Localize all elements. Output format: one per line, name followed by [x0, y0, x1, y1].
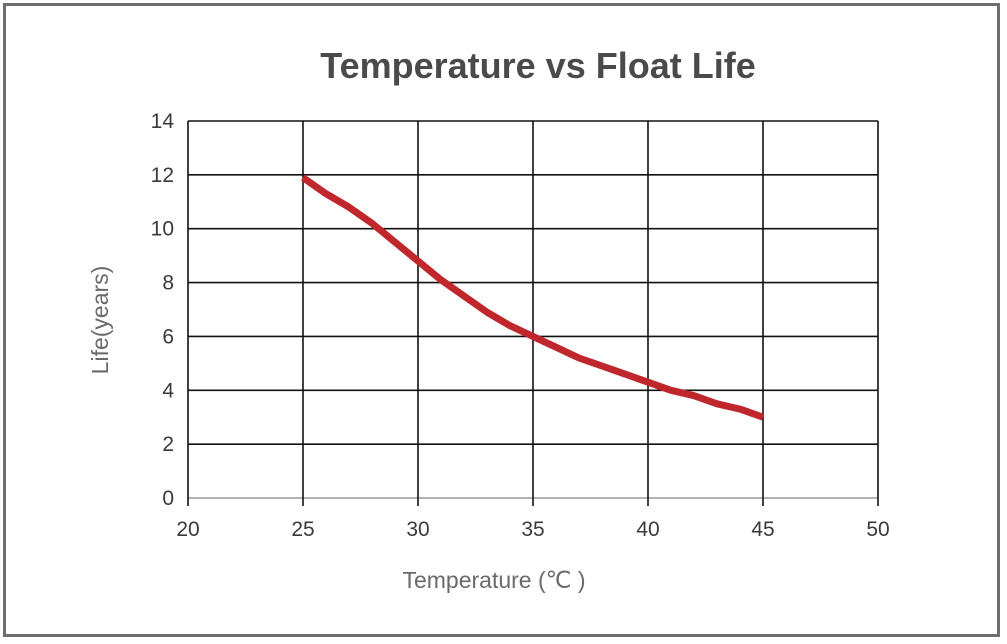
x-axis-label: Temperature (℃ ) — [402, 567, 585, 593]
y-tick-label: 0 — [162, 487, 174, 510]
y-tick-label: 6 — [162, 325, 174, 348]
x-tick-label: 30 — [406, 518, 429, 541]
chart-title: Temperature vs Float Life — [320, 45, 755, 86]
y-tick-label: 12 — [151, 164, 174, 187]
series-line — [300, 174, 765, 421]
x-tick-label: 50 — [866, 518, 889, 541]
x-tick-label: 20 — [176, 518, 199, 541]
y-tick-label: 10 — [151, 218, 174, 241]
y-tick-label: 8 — [162, 272, 174, 295]
y-axis-label: Life(years) — [87, 266, 113, 375]
y-tick-label: 4 — [162, 379, 174, 402]
x-tick-label: 45 — [751, 518, 774, 541]
x-tick-label: 25 — [291, 518, 314, 541]
y-tick-label: 2 — [162, 433, 174, 456]
chart-frame — [3, 3, 1000, 637]
x-tick-label: 35 — [521, 518, 544, 541]
x-axis-ticks: 20 25 30 35 40 45 50 — [176, 518, 889, 541]
x-tick-label: 40 — [636, 518, 659, 541]
series-group — [300, 174, 765, 421]
y-axis-ticks: 0 2 4 6 8 10 12 14 — [151, 110, 175, 510]
y-tick-label: 14 — [151, 110, 175, 133]
grid — [187, 120, 879, 506]
